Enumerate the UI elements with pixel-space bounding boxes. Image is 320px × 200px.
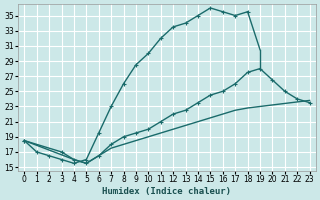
X-axis label: Humidex (Indice chaleur): Humidex (Indice chaleur) — [102, 187, 231, 196]
